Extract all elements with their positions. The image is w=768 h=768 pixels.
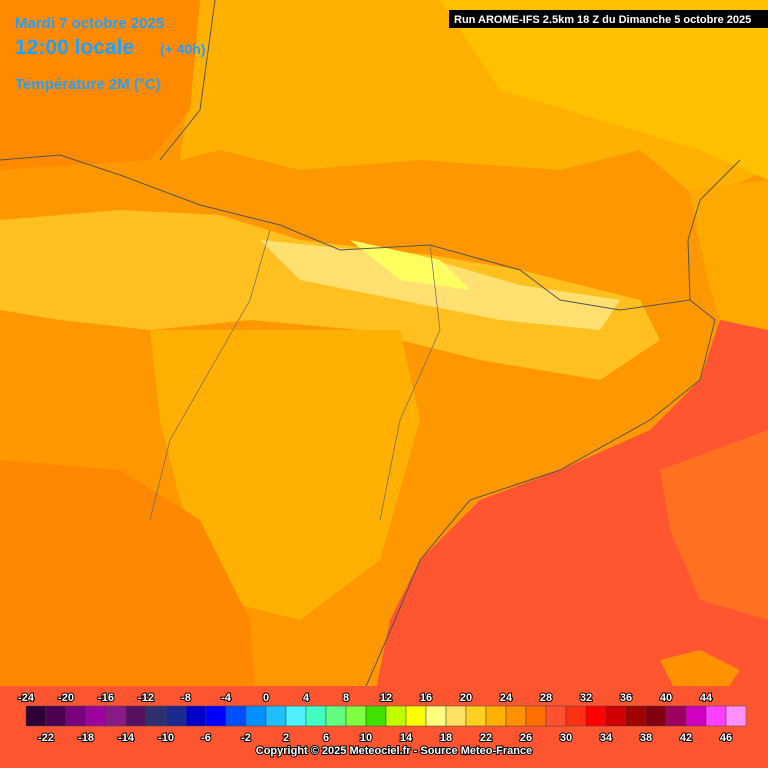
legend-label: 2 — [283, 732, 289, 744]
legend-swatch — [345, 705, 367, 727]
copyright: Copyright © 2025 Meteociel.fr - Source M… — [256, 745, 532, 757]
coast-border — [0, 154, 716, 768]
legend-swatch — [185, 705, 207, 727]
legend-swatch — [325, 705, 347, 727]
date: Mardi 7 octobre 2025 — [15, 15, 164, 32]
north-east — [440, 0, 768, 180]
legend-swatch — [625, 705, 647, 727]
legend-label: -22 — [38, 732, 54, 744]
legend-label: -6 — [201, 732, 211, 744]
legend-label: 34 — [600, 732, 613, 744]
legend-label: 32 — [580, 692, 592, 704]
gulf-sea — [690, 180, 768, 330]
legend-label: -16 — [98, 692, 114, 704]
legend-swatch — [85, 705, 107, 727]
legend-swatch — [605, 705, 627, 727]
legend-label: 8 — [343, 692, 349, 704]
legend-swatch — [485, 705, 507, 727]
legend-label: 0 — [263, 692, 269, 704]
sea-warm-patch — [660, 430, 768, 620]
legend: -24-22-20-18-16-14-12-10-8-6-4-202468101… — [17, 691, 747, 745]
legend-label: 30 — [560, 732, 572, 744]
legend-label: -20 — [58, 692, 74, 704]
legend-swatch — [545, 705, 567, 727]
legend-swatch — [425, 705, 447, 727]
legend-swatch — [445, 705, 467, 727]
legend-label: -10 — [158, 732, 174, 744]
legend-label: 6 — [323, 732, 329, 744]
legend-label: -14 — [118, 732, 135, 744]
legend-label: 44 — [700, 692, 713, 704]
pyrenees-peak — [350, 240, 470, 290]
legend-band — [0, 686, 768, 768]
legend-swatch — [565, 705, 587, 727]
legend-label: 16 — [420, 692, 432, 704]
legend-label: 28 — [540, 692, 552, 704]
legend-swatch — [105, 705, 127, 727]
legend-swatch — [645, 705, 667, 727]
legend-label: 20 — [460, 692, 472, 704]
variable: Température 2M (°C) — [15, 76, 161, 93]
legend-label: 22 — [480, 732, 492, 744]
legend-label: 40 — [660, 692, 672, 704]
legend-swatch — [205, 705, 227, 727]
legend-label: 42 — [680, 732, 692, 744]
legend-swatch — [65, 705, 87, 727]
legend-swatch — [405, 705, 427, 727]
legend-label: 4 — [303, 692, 310, 704]
legend-swatch — [265, 705, 287, 727]
ebro-valley — [150, 330, 420, 620]
legend-swatch — [525, 705, 547, 727]
legend-label: -12 — [138, 692, 154, 704]
legend-label: -18 — [78, 732, 94, 744]
coastline — [159, 0, 741, 301]
legend-label: -2 — [241, 732, 251, 744]
legend-swatch — [145, 705, 167, 727]
legend-swatch — [125, 705, 147, 727]
legend-swatch — [705, 705, 727, 727]
legend-label: 26 — [520, 732, 532, 744]
run: Run AROME-IFS 2.5km 18 Z du Dimanche 5 o… — [454, 14, 751, 26]
legend-swatch — [505, 705, 527, 727]
legend-swatch — [165, 705, 187, 727]
region-border — [149, 229, 441, 521]
run-box — [449, 10, 768, 28]
legend-swatch — [685, 705, 707, 727]
legend-swatch — [45, 705, 67, 727]
legend-label: 24 — [500, 692, 513, 704]
legend-swatch — [225, 705, 247, 727]
legend-label: -8 — [181, 692, 191, 704]
legend-swatch — [385, 705, 407, 727]
legend-swatch — [585, 705, 607, 727]
legend-label: 36 — [620, 692, 632, 704]
legend-label: -4 — [221, 692, 232, 704]
legend-swatch — [285, 705, 307, 727]
legend-label: 38 — [640, 732, 652, 744]
legend-swatch — [25, 705, 47, 727]
legend-swatch — [725, 705, 747, 727]
offset: (+ 40h) — [160, 41, 206, 57]
legend-label: -24 — [18, 692, 35, 704]
legend-swatch — [465, 705, 487, 727]
legend-label: 10 — [360, 732, 372, 744]
legend-swatch — [305, 705, 327, 727]
legend-swatch — [665, 705, 687, 727]
legend-label: 12 — [380, 692, 392, 704]
north-west — [0, 0, 200, 170]
legend-label: 14 — [400, 732, 413, 744]
legend-label: 46 — [720, 732, 732, 744]
legend-swatch — [365, 705, 387, 727]
legend-swatch — [245, 705, 267, 727]
legend-label: 18 — [440, 732, 452, 744]
mediterranean-sea — [360, 320, 768, 768]
pyrenees-band — [0, 210, 660, 380]
time: 12:00 locale — [15, 36, 134, 59]
